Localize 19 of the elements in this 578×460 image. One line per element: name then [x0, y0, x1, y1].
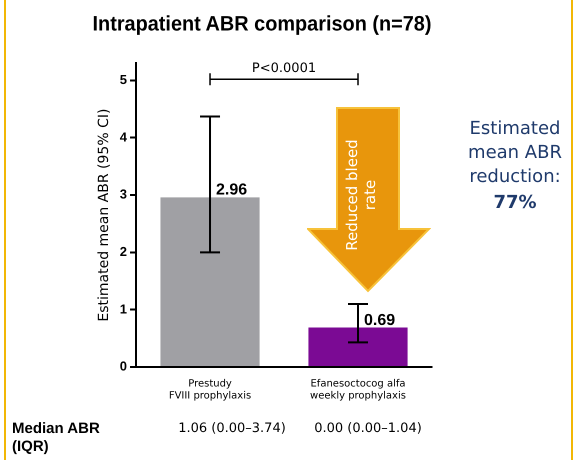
y-axis-title: Estimated mean ABR (95% CI) — [96, 108, 112, 322]
data-label: 2.96 — [216, 182, 248, 199]
y-tick-label: 4 — [120, 129, 128, 144]
y-tick-label: 0 — [120, 358, 128, 374]
chart-title: Intrapatient ABR comparison (n=78) — [92, 12, 432, 36]
y-tick-label: 1 — [120, 301, 128, 316]
data-label: 0.69 — [364, 312, 396, 329]
x-tick-label: Prestudy FVIII prophylaxis — [168, 378, 252, 402]
text: Estimated mean ABR reduction: — [467, 117, 563, 189]
x-tick-label: Efanesoctocog alfa weekly prophylaxis — [310, 378, 406, 402]
y-tick-label: 5 — [120, 72, 128, 87]
text: 0.00 (0.00–1.04) — [313, 420, 423, 438]
y-tick-label: 3 — [120, 186, 128, 202]
text: 1.06 (0.00–3.74) — [177, 420, 287, 438]
text: Median ABR (IQR) — [12, 420, 101, 456]
y-tick-label: 2 — [120, 244, 128, 259]
text: 77% — [492, 192, 538, 213]
annotation: Reduced bleed rate — [343, 138, 379, 253]
annotation: P<0.0001 — [252, 61, 316, 76]
